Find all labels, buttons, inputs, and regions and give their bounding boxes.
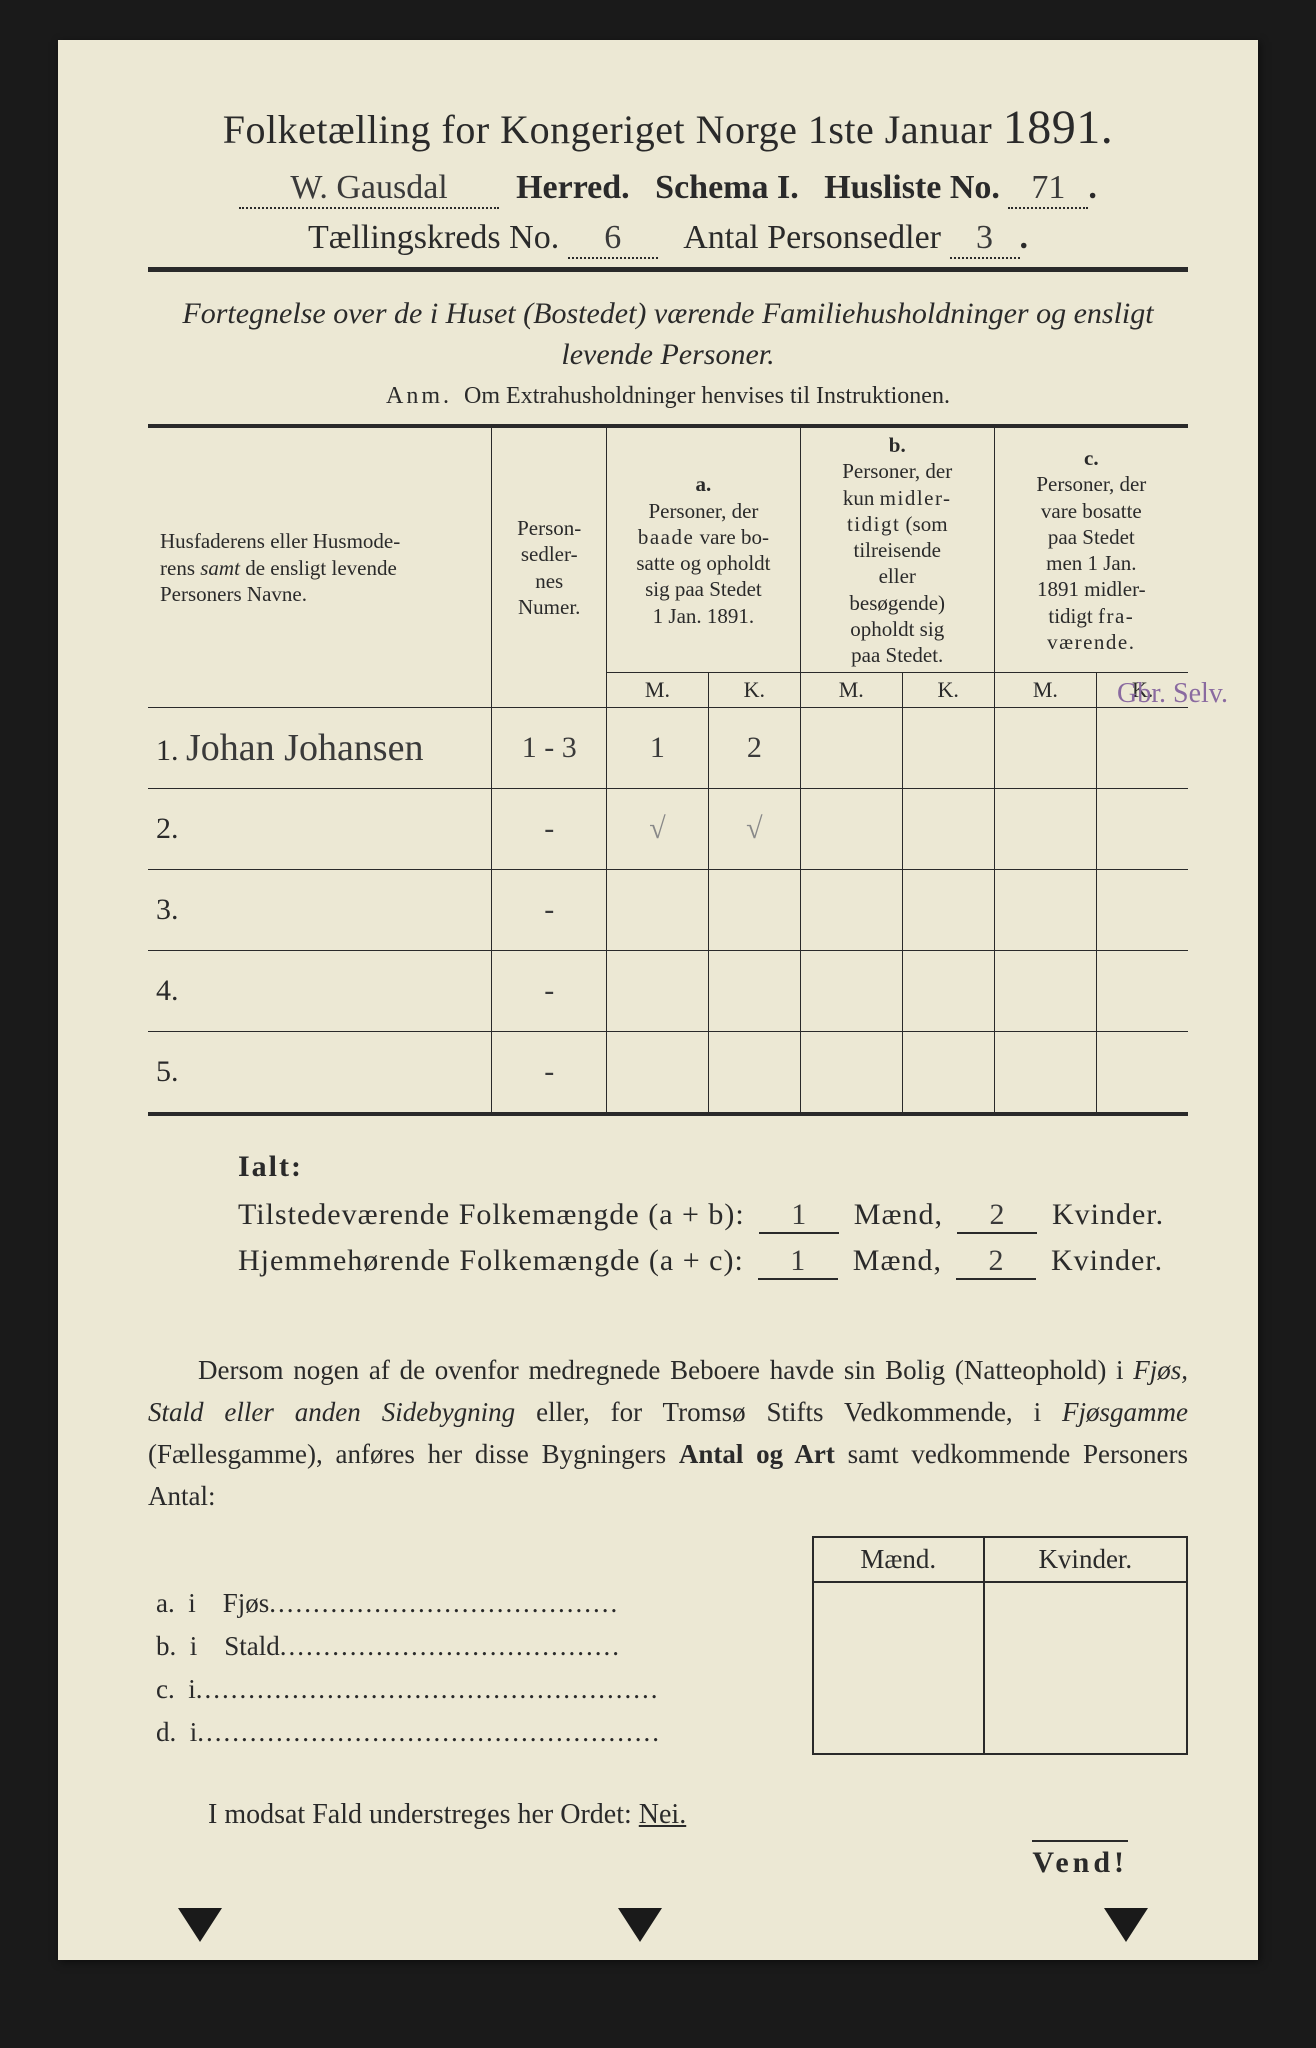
title-year: 1891. [1003, 101, 1114, 154]
nei-word: Nei. [639, 1799, 686, 1830]
page-tear-icon [178, 1908, 222, 1942]
row1-bk [902, 708, 994, 789]
col-head-a: a. Personer, derbaade vare bo-satte og o… [607, 426, 801, 673]
bld-row: a. i Fjøs...............................… [148, 1582, 1187, 1625]
herred-line: W. Gausdal Herred. Schema I. Husliste No… [148, 169, 1188, 209]
census-form-page: Folketælling for Kongeriget Norge 1ste J… [58, 40, 1258, 1960]
mk-a-m: M. [607, 673, 709, 708]
totals-block: Ialt: Tilstedeværende Folkemængde (a + b… [238, 1150, 1188, 1280]
mk-a-k: K. [708, 673, 800, 708]
mk-c-m: M. [994, 673, 1097, 708]
table-row: 2. - √ √ [148, 789, 1188, 870]
husliste-value: 71 [1008, 169, 1088, 209]
row1-name: Johan Johansen [186, 727, 423, 769]
row1-ck [1097, 708, 1188, 789]
dersom-paragraph: Dersom nogen af de ovenfor medregnede Be… [148, 1350, 1188, 1517]
col-head-b: b. Personer, derkun midler-tidigt (somti… [800, 426, 994, 673]
bld-row: b. i Stald..............................… [148, 1625, 1187, 1668]
row1-num: 1 - 3 [492, 708, 607, 789]
anm-text: Om Extrahusholdninger henvises til Instr… [464, 383, 950, 409]
anm-line: Anm. Om Extrahusholdninger henvises til … [148, 383, 1188, 410]
mk-b-k: K. [902, 673, 994, 708]
table-row: 4. - [148, 951, 1188, 1032]
bld-head-m: Mænd. [813, 1537, 984, 1582]
modsat-line: I modsat Fald understreges her Ordet: Ne… [208, 1799, 1188, 1831]
bld-row: c. i....................................… [148, 1668, 1187, 1711]
husliste-label: Husliste No. [824, 169, 1000, 206]
sum-present: Tilstedeværende Folkemængde (a + b): 1 M… [238, 1198, 1188, 1234]
table-row: 5. - [148, 1032, 1188, 1115]
buildings-table: Mænd. Kvinder. a. i Fjøs................… [148, 1536, 1188, 1755]
col-head-name: Husfaderens eller Husmode-rens samt de e… [148, 426, 492, 708]
herred-value: W. Gausdal [239, 169, 499, 209]
page-tear-icon [1104, 1908, 1148, 1942]
bld-head-k: Kvinder. [984, 1537, 1187, 1582]
anm-label: Anm. [386, 383, 452, 409]
row1-bm [800, 708, 902, 789]
header-rule [148, 267, 1188, 272]
kreds-line: Tællingskreds No. 6 Antal Personsedler 3… [148, 219, 1188, 259]
household-table: Husfaderens eller Husmode-rens samt de e… [148, 424, 1188, 1116]
row1-cm [994, 708, 1097, 789]
col-head-c: c. Personer, dervare bosattepaa Stedetme… [994, 426, 1188, 673]
antal-label: Antal Personsedler [683, 219, 941, 256]
col-head-number: Person-sedler-nesNumer. [492, 426, 607, 708]
vend-label: Vend! [1032, 1840, 1128, 1880]
sum-resident: Hjemmehørende Folkemængde (a + c): 1 Mæn… [238, 1244, 1188, 1280]
row1-ak: 2 [708, 708, 800, 789]
bld-row: d. i....................................… [148, 1711, 1187, 1754]
title-text: Folketælling for Kongeriget Norge 1ste J… [223, 107, 1003, 152]
schema-label: Schema I. [655, 169, 799, 206]
antal-value: 3 [950, 219, 1020, 259]
table-row: 1. Johan Johansen 1 - 3 1 2 [148, 708, 1188, 789]
ialt-label: Ialt: [238, 1150, 1188, 1184]
sum-resident-m: 1 [758, 1244, 838, 1280]
sum-present-k: 2 [957, 1198, 1037, 1234]
kreds-value: 6 [568, 219, 658, 259]
mk-b-m: M. [800, 673, 902, 708]
sum-present-m: 1 [759, 1198, 839, 1234]
herred-label: Herred. [516, 169, 630, 206]
table-row: 3. - [148, 870, 1188, 951]
kreds-label: Tællingskreds No. [308, 219, 559, 256]
margin-note: Gbr. Selv. [1117, 678, 1228, 710]
form-title: Folketælling for Kongeriget Norge 1ste J… [148, 100, 1188, 155]
sum-resident-k: 2 [956, 1244, 1036, 1280]
page-tear-icon [618, 1908, 662, 1942]
fortegnelse-heading: Fortegnelse over de i Huset (Bostedet) v… [148, 294, 1188, 375]
row1-am: 1 [607, 708, 709, 789]
